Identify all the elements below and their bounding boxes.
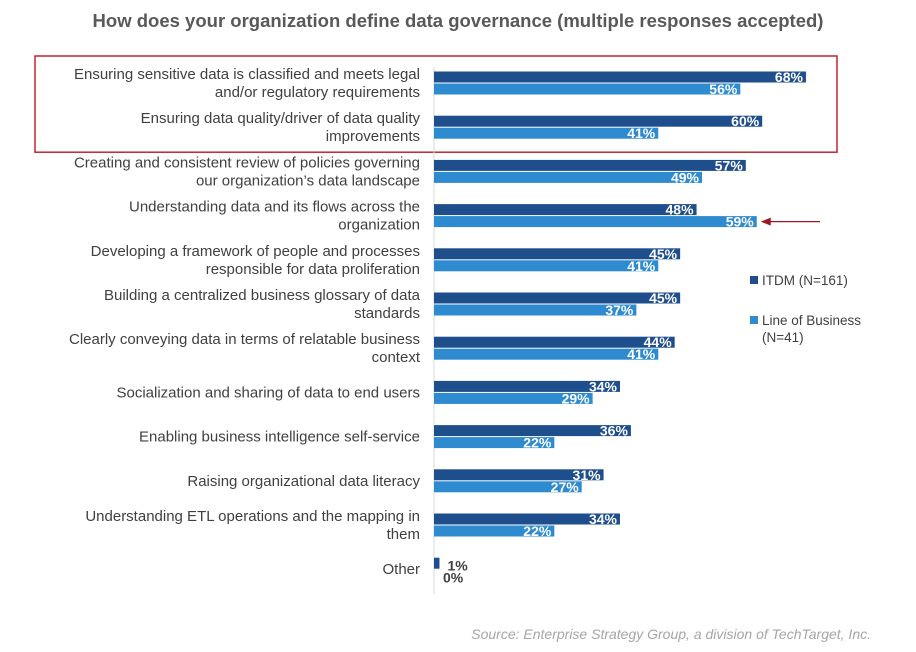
bar-line-of-business xyxy=(434,127,659,139)
data-label: 29% xyxy=(562,390,591,406)
bar-itdm xyxy=(434,204,697,216)
data-label: 0% xyxy=(443,570,464,586)
data-label: 59% xyxy=(726,214,755,230)
category-label: Other xyxy=(382,561,420,578)
source-note: Source: Enterprise Strategy Group, a div… xyxy=(471,626,871,642)
data-label: 57% xyxy=(715,157,744,173)
data-label: 41% xyxy=(627,125,656,141)
data-label: 34% xyxy=(589,511,618,527)
data-label: 37% xyxy=(605,302,634,318)
category-label: Raising organizational data literacy xyxy=(187,473,420,490)
category-label: Ensuring data quality/driver of data qua… xyxy=(141,110,421,145)
data-label: 1% xyxy=(447,558,468,574)
bar-line-of-business xyxy=(434,348,659,360)
data-label: 41% xyxy=(627,258,656,274)
data-label: 44% xyxy=(644,334,673,350)
bar-itdm xyxy=(434,469,604,481)
category-label: Creating and consistent review of polici… xyxy=(74,154,420,189)
data-label: 34% xyxy=(589,378,618,394)
bar-itdm xyxy=(434,513,620,525)
data-label: 49% xyxy=(671,169,700,185)
bar-itdm xyxy=(434,159,746,171)
legend-label: Line of Business (N=41) xyxy=(762,313,861,345)
bar-line-of-business xyxy=(434,525,555,537)
data-label: 22% xyxy=(523,435,552,451)
data-label: 60% xyxy=(731,113,760,129)
legend-swatch xyxy=(750,276,758,284)
bar-line-of-business xyxy=(434,260,659,272)
bar-line-of-business xyxy=(434,437,555,449)
data-label: 27% xyxy=(551,479,580,495)
bar-line-of-business xyxy=(434,392,593,404)
bar-itdm xyxy=(434,380,620,392)
data-label: 22% xyxy=(523,523,552,539)
data-label: 36% xyxy=(600,423,629,439)
bar-line-of-business xyxy=(434,171,703,183)
bar-line-of-business xyxy=(434,304,637,316)
data-label: 56% xyxy=(709,81,738,97)
bar-itdm xyxy=(434,71,806,83)
category-label: Understanding ETL operations and the map… xyxy=(85,508,420,543)
category-label: Understanding data and its flows across … xyxy=(129,199,420,234)
category-label: Enabling business intelligence self-serv… xyxy=(139,429,420,446)
bar-line-of-business xyxy=(434,83,741,95)
legend-label: ITDM (N=161) xyxy=(762,273,848,288)
category-label: Building a centralized business glossary… xyxy=(104,287,421,322)
data-label: 31% xyxy=(573,467,602,483)
chart-title: How does your organization define data g… xyxy=(92,10,824,31)
bar-itdm xyxy=(434,248,681,260)
highlight-box xyxy=(34,55,838,153)
data-label: 41% xyxy=(627,346,656,362)
data-label: 48% xyxy=(666,202,695,218)
legend-swatch xyxy=(750,316,758,324)
bar-line-of-business xyxy=(434,481,582,493)
category-label: Developing a framework of people and pro… xyxy=(91,243,420,278)
bar-itdm xyxy=(434,336,675,348)
bar-itdm xyxy=(434,292,681,304)
category-label: Clearly conveying data in terms of relat… xyxy=(69,331,421,366)
data-label: 68% xyxy=(775,69,804,85)
data-label: 45% xyxy=(649,290,678,306)
arrow-head-icon xyxy=(760,217,771,226)
bar-itdm xyxy=(434,557,440,569)
bar-line-of-business xyxy=(434,216,757,228)
data-label: 45% xyxy=(649,246,678,262)
bar-itdm xyxy=(434,115,763,127)
bar-itdm xyxy=(434,425,631,437)
category-label: Ensuring sensitive data is classified an… xyxy=(74,66,420,101)
category-label: Socialization and sharing of data to end… xyxy=(116,384,420,401)
